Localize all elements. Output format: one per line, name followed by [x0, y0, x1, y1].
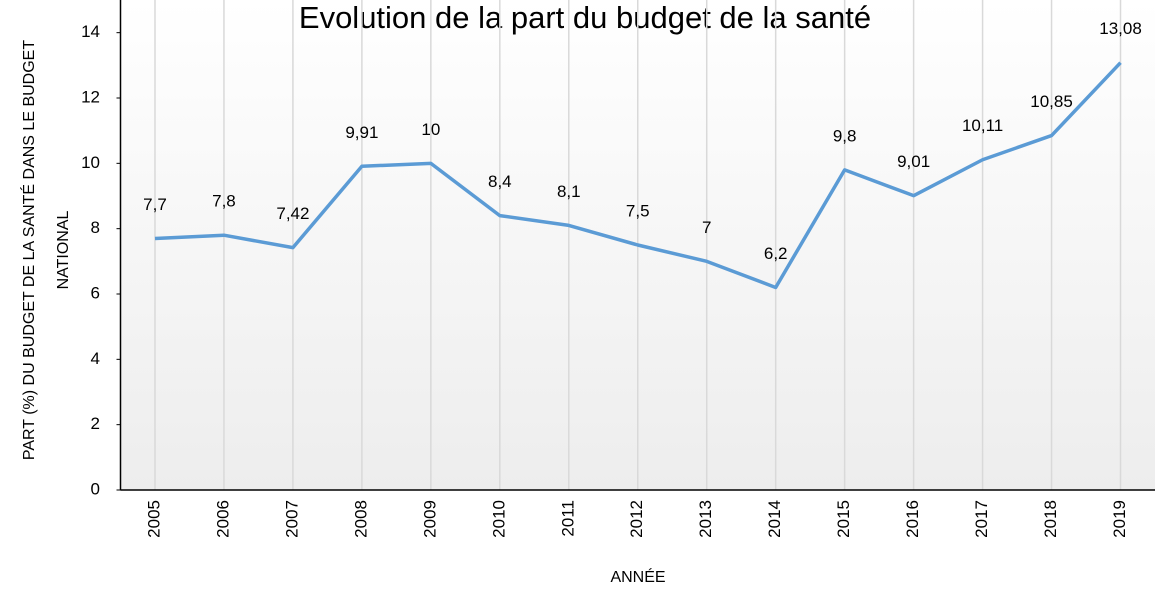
- x-tick-label: 2017: [972, 500, 991, 538]
- x-tick-group: 2007: [282, 500, 301, 538]
- data-label: 9,01: [897, 152, 930, 171]
- data-label: 9,8: [833, 126, 857, 145]
- x-tick-group: 2013: [696, 500, 715, 538]
- y-axis-title-line: NATIONAL: [55, 210, 72, 289]
- x-tick-group: 2011: [558, 500, 577, 537]
- y-tick-label: 6: [91, 283, 100, 302]
- data-label: 8,4: [488, 172, 512, 191]
- x-tick-label: 2008: [351, 500, 370, 538]
- data-label: 7,8: [212, 192, 236, 211]
- x-tick-label: 2007: [282, 500, 301, 538]
- x-tick-label: 2006: [213, 500, 232, 538]
- x-tick-label: 2013: [696, 500, 715, 538]
- y-tick-label: 12: [81, 87, 100, 106]
- data-label: 10: [421, 120, 440, 139]
- x-tick-group: 2015: [834, 500, 853, 538]
- x-tick-label: 2005: [144, 500, 163, 538]
- y-axis-title: PART (%) DU BUDGET DE LA SANTÉ DANS LE B…: [19, 40, 72, 460]
- data-label: 10,85: [1030, 92, 1073, 111]
- y-axis-title-line: PART (%) DU BUDGET DE LA SANTÉ DANS LE B…: [19, 40, 38, 460]
- x-tick-group: 2009: [420, 500, 439, 538]
- data-label: 8,1: [557, 182, 581, 201]
- x-tick-group: 2014: [765, 500, 784, 538]
- x-tick-group: 2008: [351, 500, 370, 538]
- x-tick-group: 2005: [144, 500, 163, 538]
- x-tick-label: 2012: [627, 500, 646, 538]
- x-tick-group: 2006: [213, 500, 232, 538]
- data-label: 7,7: [143, 195, 167, 214]
- x-tick-group: 2016: [903, 500, 922, 538]
- data-label: 10,11: [962, 116, 1003, 135]
- x-axis-title: ANNÉE: [610, 567, 665, 586]
- x-tick-label: 2019: [1110, 500, 1129, 538]
- x-tick-label: 2009: [420, 500, 439, 538]
- x-tick-group: 2017: [972, 500, 991, 538]
- y-tick-label: 4: [91, 349, 100, 368]
- x-tick-label: 2014: [765, 500, 784, 538]
- data-label: 9,91: [345, 123, 378, 142]
- x-tick-group: 2012: [627, 500, 646, 538]
- x-tick-group: 2010: [489, 500, 508, 538]
- x-tick-group: 2018: [1041, 500, 1060, 538]
- y-tick-label: 2: [91, 414, 100, 433]
- x-tick-label: 2016: [903, 500, 922, 538]
- chart-title: Evolution de la part du budget de la san…: [299, 0, 871, 35]
- y-tick-label: 10: [81, 153, 100, 172]
- x-tick-label: 2011: [558, 500, 577, 537]
- x-tick-group: 2019: [1110, 500, 1129, 538]
- y-tick-label: 14: [81, 22, 100, 41]
- x-tick-label: 2015: [834, 500, 853, 538]
- data-label: 7,42: [276, 204, 309, 223]
- x-tick-label: 2010: [489, 500, 508, 538]
- line: [154, 61, 1122, 290]
- data-label: 13,08: [1099, 19, 1142, 38]
- x-tick-label: 2018: [1041, 500, 1060, 538]
- y-tick-label: 8: [91, 218, 100, 237]
- data-label: 7,5: [626, 201, 650, 220]
- y-tick-label: 0: [91, 479, 100, 498]
- data-label: 7: [702, 218, 711, 237]
- data-label: 6,2: [764, 244, 788, 263]
